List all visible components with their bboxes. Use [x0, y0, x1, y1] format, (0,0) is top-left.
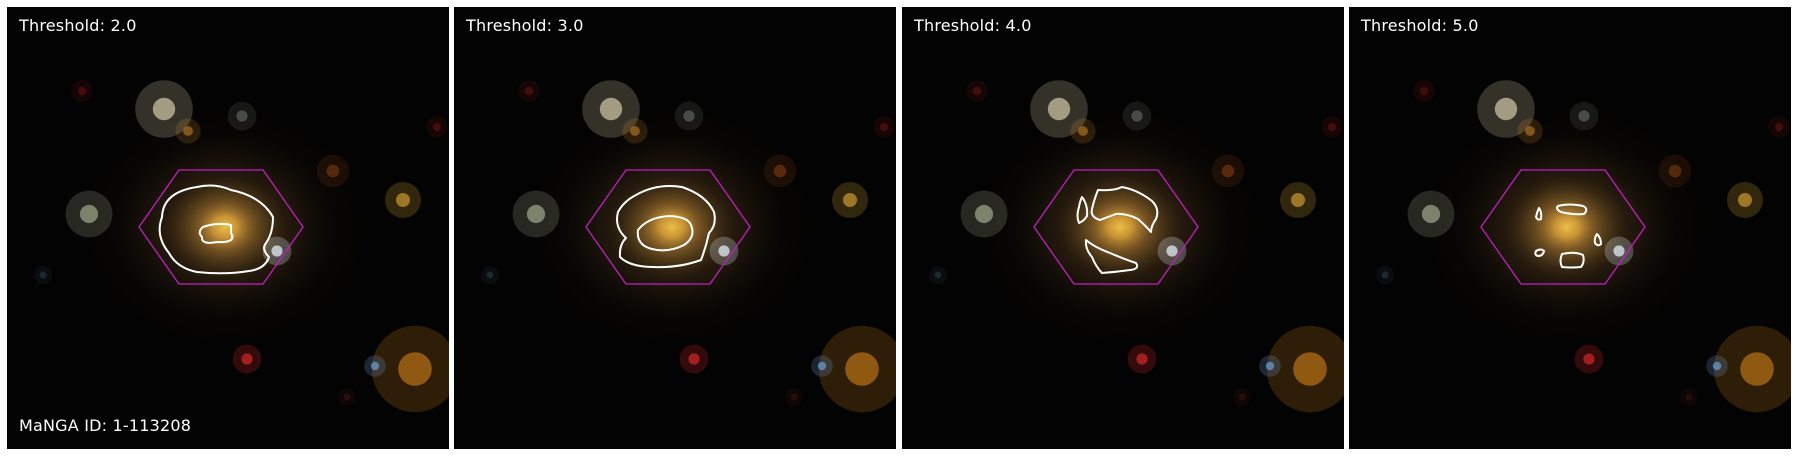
- field-star-13: [929, 266, 947, 284]
- field-star-9: [364, 355, 386, 377]
- galaxy-image: [1349, 7, 1791, 449]
- field-star-10: [262, 236, 292, 266]
- field-star-7: [679, 344, 709, 374]
- galaxy-panel-2: Threshold: 3.0: [454, 7, 896, 449]
- threshold-contour-1: [158, 184, 274, 275]
- galaxy-core: [602, 167, 742, 287]
- field-star-3: [1569, 101, 1599, 131]
- threshold-contour-1: [1090, 186, 1159, 233]
- galaxy-image: [902, 7, 1344, 449]
- galaxy-panel-4: Threshold: 5.0: [1349, 7, 1791, 449]
- threshold-contour-2: [1076, 196, 1089, 224]
- ifu-hexagon: [1480, 169, 1646, 285]
- field-star-5: [832, 182, 868, 218]
- threshold-contour-1: [616, 185, 716, 269]
- galaxy-core: [1050, 167, 1190, 287]
- threshold-contour-2: [198, 222, 234, 244]
- field-star-14: [1233, 388, 1251, 406]
- field-star-3: [227, 101, 257, 131]
- field-star-6: [1211, 154, 1245, 188]
- field-star-12: [1321, 116, 1343, 138]
- field-star-10: [1157, 236, 1187, 266]
- ifu-hexagon: [1033, 169, 1199, 285]
- threshold-contour-3: [1593, 233, 1602, 247]
- threshold-contour-4: [1559, 251, 1585, 269]
- field-star-8: [1713, 325, 1791, 413]
- field-star-14: [1680, 388, 1698, 406]
- galaxy-image: [454, 7, 896, 449]
- threshold-label: Threshold: 5.0: [1361, 16, 1479, 35]
- field-star-1: [582, 80, 640, 138]
- field-star-5: [385, 182, 421, 218]
- field-star-5: [1280, 182, 1316, 218]
- field-star-7: [1574, 344, 1604, 374]
- field-star-8: [371, 325, 449, 413]
- field-star-1: [1477, 80, 1535, 138]
- field-star-4: [622, 118, 648, 144]
- galaxy-core: [1497, 167, 1637, 287]
- field-star-14: [785, 388, 803, 406]
- field-star-9: [1706, 355, 1728, 377]
- field-star-14: [338, 388, 356, 406]
- field-star-10: [1604, 236, 1634, 266]
- field-star-2: [512, 190, 560, 238]
- threshold-label: Threshold: 2.0: [19, 16, 137, 35]
- field-star-12: [873, 116, 895, 138]
- threshold-contour-1: [1556, 203, 1588, 216]
- field-star-2: [65, 190, 113, 238]
- field-star-13: [481, 266, 499, 284]
- field-star-11: [1413, 80, 1435, 102]
- field-star-4: [175, 118, 201, 144]
- field-star-12: [426, 116, 448, 138]
- field-star-7: [1127, 344, 1157, 374]
- threshold-contour-5: [1534, 248, 1545, 257]
- field-star-6: [1658, 154, 1692, 188]
- field-star-6: [316, 154, 350, 188]
- field-star-5: [1727, 182, 1763, 218]
- field-star-9: [1259, 355, 1281, 377]
- threshold-contour-3: [1084, 239, 1139, 274]
- field-star-2: [960, 190, 1008, 238]
- field-star-1: [135, 80, 193, 138]
- field-star-2: [1407, 190, 1455, 238]
- field-star-13: [34, 266, 52, 284]
- field-star-13: [1376, 266, 1394, 284]
- ifu-hexagon: [138, 169, 304, 285]
- field-star-10: [709, 236, 739, 266]
- galaxy-panel-3: Threshold: 4.0: [902, 7, 1344, 449]
- field-star-7: [232, 344, 262, 374]
- galaxy-image: [7, 7, 449, 449]
- ifu-hexagon: [585, 169, 751, 285]
- field-star-11: [966, 80, 988, 102]
- field-star-3: [674, 101, 704, 131]
- field-star-4: [1070, 118, 1096, 144]
- field-star-3: [1122, 101, 1152, 131]
- threshold-contour-2: [1535, 207, 1543, 221]
- field-star-9: [811, 355, 833, 377]
- field-star-12: [1768, 116, 1790, 138]
- threshold-label: Threshold: 3.0: [466, 16, 584, 35]
- field-star-1: [1030, 80, 1088, 138]
- field-star-4: [1517, 118, 1543, 144]
- field-star-6: [763, 154, 797, 188]
- galaxy-core: [155, 167, 295, 287]
- field-star-8: [818, 325, 896, 413]
- field-star-8: [1266, 325, 1344, 413]
- galaxy-panel-1: Threshold: 2.0 MaNGA ID: 1-113208: [7, 7, 449, 449]
- threshold-contour-2: [636, 215, 694, 252]
- manga-id-label: MaNGA ID: 1-113208: [19, 416, 192, 435]
- field-star-11: [518, 80, 540, 102]
- threshold-label: Threshold: 4.0: [914, 16, 1032, 35]
- field-star-11: [71, 80, 93, 102]
